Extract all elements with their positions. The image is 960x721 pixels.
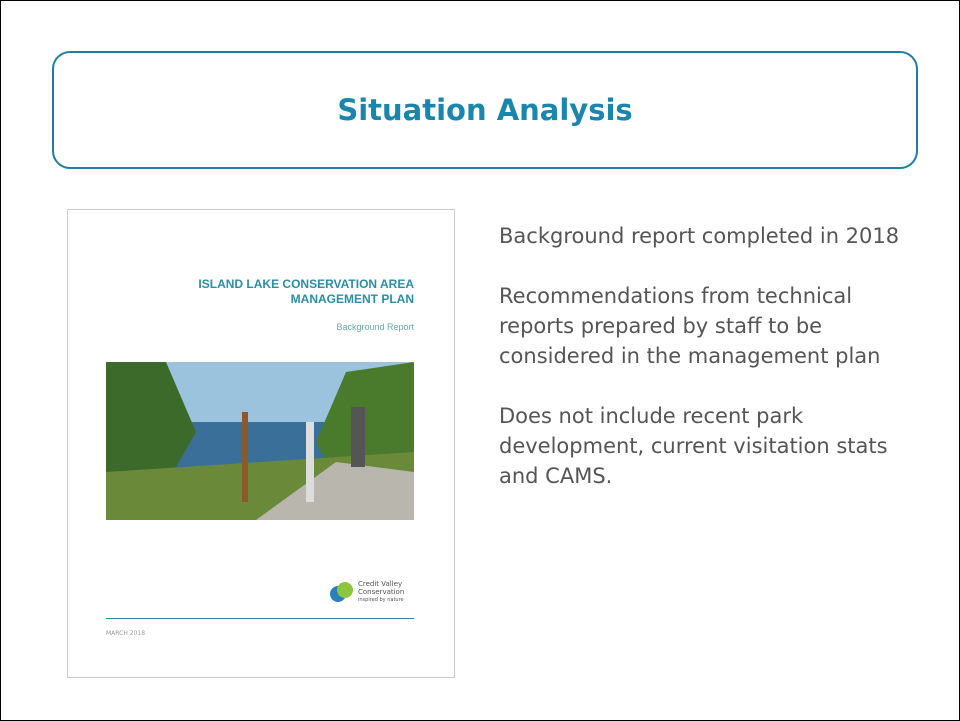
logo-text: Conservation: [358, 588, 404, 596]
bullet: Background report completed in 2018: [499, 221, 919, 251]
logo-icon: [330, 580, 354, 604]
report-cover: ISLAND LAKE CONSERVATION AREA MANAGEMENT…: [67, 209, 455, 678]
cover-date: MARCH 2018: [106, 630, 145, 637]
cover-photo: [106, 362, 414, 520]
bullet: Does not include recent park development…: [499, 401, 919, 491]
cover-title: MANAGEMENT PLAN: [291, 292, 414, 306]
divider: [106, 618, 414, 619]
cover-subtitle: Background Report: [336, 322, 414, 332]
header-box: Situation Analysis: [52, 51, 918, 169]
logo-text: Credit Valley: [358, 580, 404, 588]
cover-title: ISLAND LAKE CONSERVATION AREA: [198, 277, 414, 291]
title: Situation Analysis: [337, 93, 632, 127]
logo-tagline: inspired by nature: [358, 596, 404, 604]
slide: Situation Analysis ISLAND LAKE CONSERVAT…: [0, 0, 960, 721]
bullet: Recommendations from technical reports p…: [499, 281, 919, 371]
bullet-list: Background report completed in 2018 Reco…: [499, 221, 919, 521]
